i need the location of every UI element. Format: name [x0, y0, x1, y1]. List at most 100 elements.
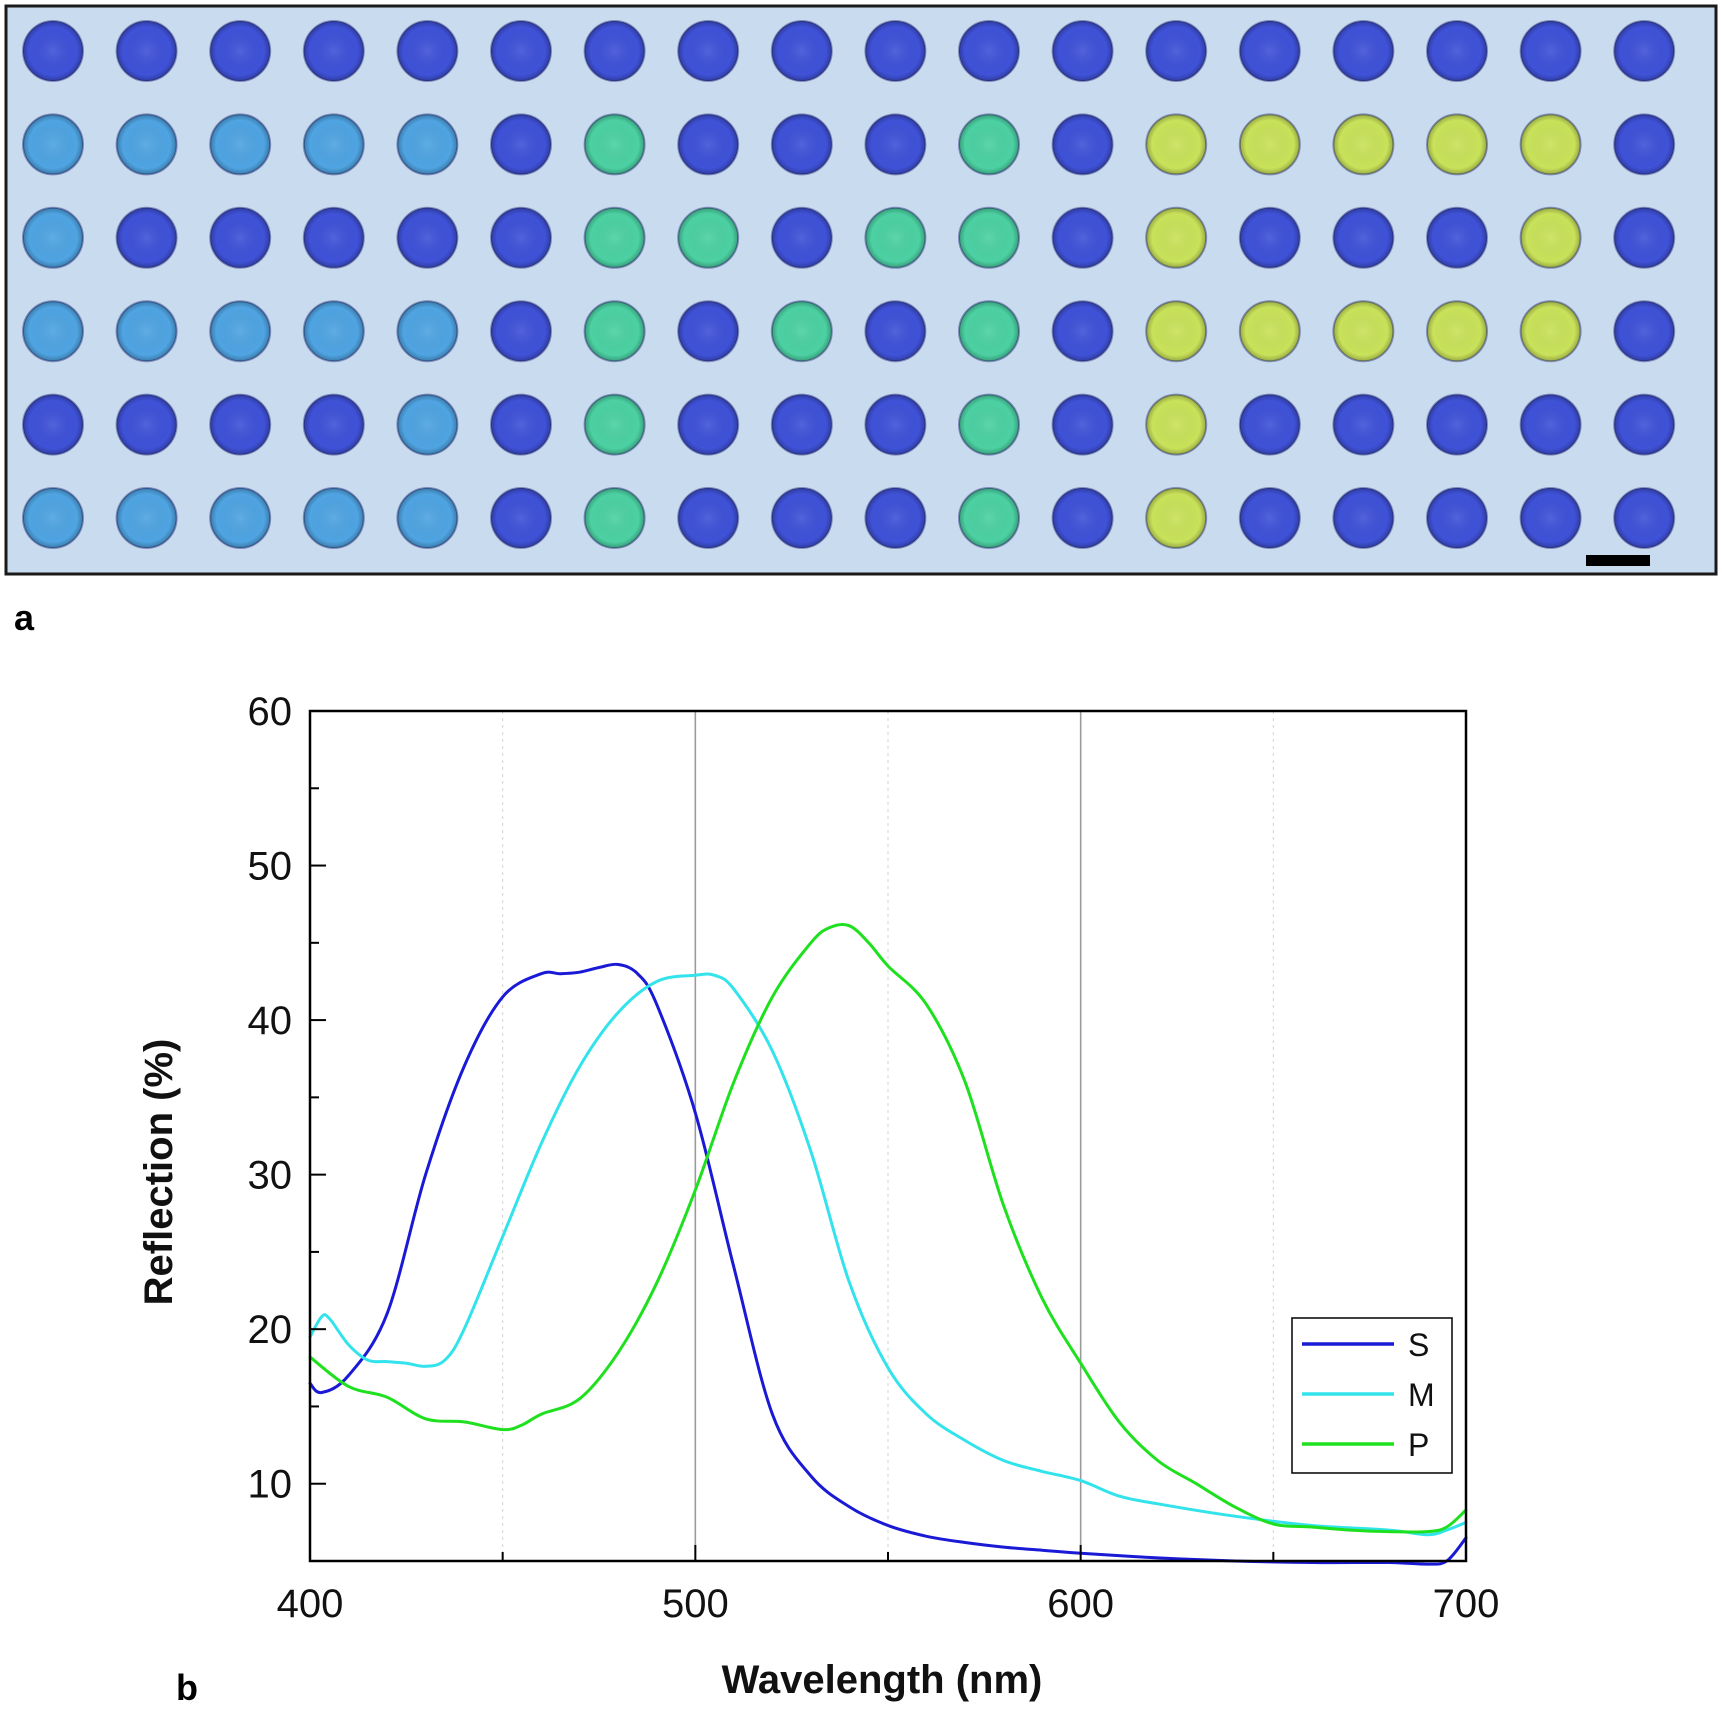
- y-tick-label: 30: [248, 1154, 293, 1198]
- well-shading: [1427, 21, 1487, 81]
- well-shading: [1427, 207, 1487, 268]
- panel-label-a: a: [14, 597, 35, 638]
- y-axis-title: Reflection (%): [137, 1039, 181, 1306]
- well-shading: [210, 114, 271, 175]
- well-shading: [1052, 114, 1113, 175]
- well-shading: [491, 207, 551, 268]
- well-shading: [491, 488, 551, 548]
- well-shading: [210, 488, 271, 548]
- well-shading: [397, 394, 458, 455]
- well-shading: [116, 488, 177, 548]
- micrograph-panel: [4, 4, 1718, 576]
- well-shading: [1052, 21, 1113, 81]
- well-shading: [1427, 114, 1487, 175]
- well-shading: [865, 114, 926, 175]
- well-shading: [1333, 301, 1394, 362]
- well-shading: [771, 301, 832, 362]
- well-shading: [959, 114, 1019, 175]
- well-shading: [1239, 301, 1300, 362]
- well-shading: [1614, 488, 1675, 548]
- well-shading: [959, 207, 1019, 268]
- well-shading: [1052, 301, 1113, 362]
- well-shading: [397, 301, 458, 362]
- well-shading: [678, 488, 739, 548]
- micrograph-background: [4, 4, 1718, 576]
- well-shading: [23, 394, 83, 455]
- axis-ticks: [309, 710, 1467, 1561]
- legend-label-S: S: [1408, 1327, 1429, 1363]
- well-shading: [116, 207, 177, 268]
- well-shading: [865, 488, 926, 548]
- well-shading: [1333, 21, 1394, 81]
- well-shading: [959, 394, 1019, 455]
- well-shading: [491, 301, 551, 362]
- well-shading: [1520, 114, 1581, 175]
- well-shading: [303, 114, 364, 175]
- well-shading: [23, 21, 83, 81]
- well-shading: [1333, 114, 1394, 175]
- well-shading: [1427, 394, 1487, 455]
- series-line-M: [308, 972, 1468, 1537]
- well-shading: [584, 301, 645, 362]
- well-shading: [771, 21, 832, 81]
- grid-lines: [502, 711, 1274, 1561]
- well-shading: [1146, 301, 1207, 362]
- well-shading: [771, 114, 832, 175]
- y-tick-labels: 10 20 30 40 50 60: [248, 690, 293, 1507]
- well-shading: [303, 301, 364, 362]
- well-shading: [771, 394, 832, 455]
- well-shading: [678, 114, 739, 175]
- well-shading: [1614, 301, 1675, 362]
- well-shading: [303, 21, 364, 81]
- well-shading: [1239, 207, 1300, 268]
- well-shading: [584, 21, 645, 81]
- well-shading: [865, 207, 926, 268]
- well-shading: [397, 21, 458, 81]
- well-shading: [959, 488, 1019, 548]
- well-shading: [116, 301, 177, 362]
- x-tick-label: 400: [277, 1582, 344, 1626]
- well-shading: [1427, 301, 1487, 362]
- well-shading: [584, 488, 645, 548]
- well-shading: [23, 114, 83, 175]
- well-shading: [1427, 488, 1487, 548]
- well-shading: [491, 21, 551, 81]
- well-shading: [771, 488, 832, 548]
- well-shading: [1333, 207, 1394, 268]
- well-shading: [678, 207, 739, 268]
- well-shading: [491, 394, 551, 455]
- well-shading: [584, 207, 645, 268]
- well-shading: [23, 301, 83, 362]
- well-shading: [397, 488, 458, 548]
- well-shading: [865, 21, 926, 81]
- well-shading: [23, 488, 83, 548]
- well-shading: [584, 394, 645, 455]
- well-shading: [1239, 488, 1300, 548]
- spectra-chart: 400 500 600 700 10 20 30 40 50 60 Wavelength (nm…: [137, 690, 1499, 1702]
- well-shading: [678, 21, 739, 81]
- y-tick-label: 40: [248, 999, 293, 1043]
- well-shading: [1614, 394, 1675, 455]
- well-shading: [1333, 488, 1394, 548]
- series-line-P: [308, 922, 1468, 1534]
- y-tick-label: 60: [248, 690, 293, 734]
- well-shading: [1614, 21, 1675, 81]
- x-tick-label: 600: [1047, 1582, 1114, 1626]
- well-shading: [1146, 207, 1207, 268]
- well-shading: [1333, 394, 1394, 455]
- well-shading: [1052, 207, 1113, 268]
- legend: SMP: [1291, 1317, 1453, 1474]
- well-shading: [116, 114, 177, 175]
- well-shading: [116, 21, 177, 81]
- well-shading: [23, 207, 83, 268]
- well-shading: [1239, 21, 1300, 81]
- well-shading: [1052, 488, 1113, 548]
- well-shading: [210, 21, 271, 81]
- well-array: [22, 20, 1676, 549]
- well-shading: [1052, 394, 1113, 455]
- y-tick-label: 10: [248, 1463, 293, 1507]
- well-shading: [1146, 488, 1207, 548]
- well-shading: [303, 207, 364, 268]
- well-shading: [1146, 394, 1207, 455]
